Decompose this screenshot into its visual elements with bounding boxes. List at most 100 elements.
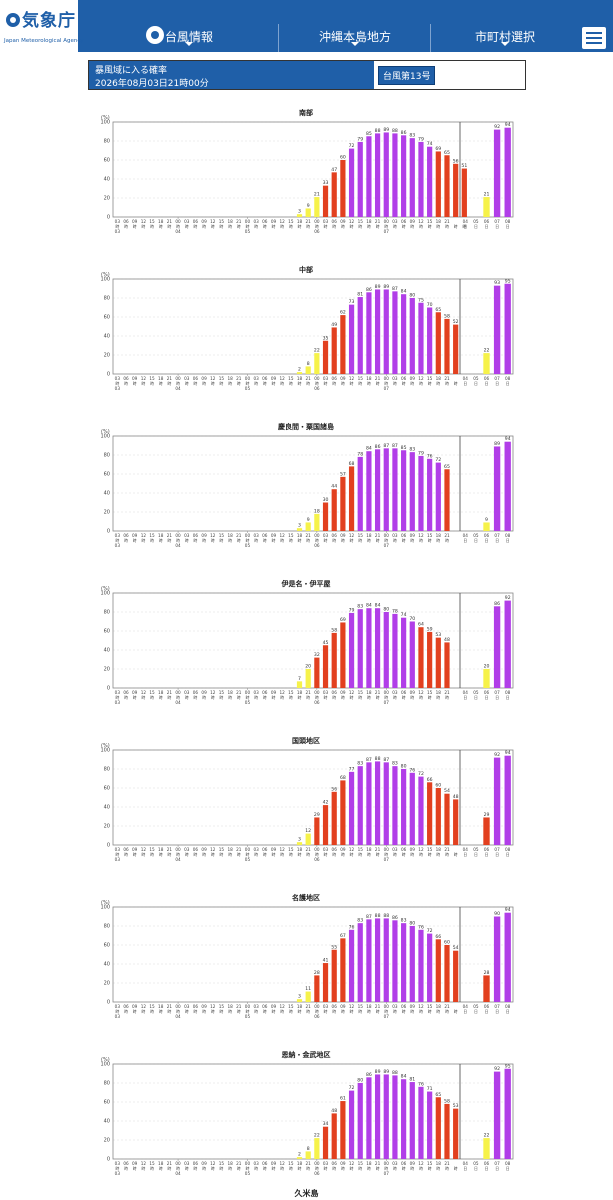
- x-tick-suffix: 時: [220, 224, 224, 229]
- aggregate-x-suffix: 日: [474, 538, 478, 543]
- x-tick-label: 06: [401, 1004, 407, 1009]
- chart-bar: [322, 185, 329, 217]
- chart-bar: [392, 920, 398, 1002]
- x-tick-suffix: 時: [237, 538, 241, 543]
- aggregate-x-label: 05: [473, 1161, 479, 1166]
- x-tick-suffix: 時: [410, 224, 414, 229]
- x-day-label: 04: [175, 857, 181, 862]
- chart-bar: [340, 476, 346, 531]
- y-tick-label: 100: [100, 591, 110, 597]
- bar-value-label: 58: [444, 1098, 450, 1104]
- bar-value-label: 79: [349, 607, 355, 613]
- x-tick-label: 09: [271, 533, 277, 538]
- chart-bar: [366, 292, 372, 374]
- x-tick-label: 15: [219, 1004, 225, 1009]
- x-tick-label: 12: [210, 533, 216, 538]
- x-tick-label: 15: [427, 1161, 433, 1166]
- jma-logo[interactable]: 気象庁 Japan Meteorological Agency: [0, 0, 84, 52]
- bar-value-label: 79: [418, 450, 424, 456]
- chevron-down-icon: [501, 42, 509, 46]
- bar-value-label: 75: [418, 297, 424, 303]
- bar-value-label: 8: [307, 1146, 310, 1152]
- x-tick-label: 09: [132, 533, 138, 538]
- bar-value-label: 83: [409, 447, 415, 453]
- chart-bar: [401, 294, 407, 374]
- x-tick-label: 06: [262, 690, 268, 695]
- aggregate-x-suffix: 日: [495, 381, 499, 386]
- x-tick-suffix: 時: [272, 1009, 276, 1014]
- x-tick-label: 21: [306, 1004, 312, 1009]
- x-tick-label: 03: [253, 1161, 259, 1166]
- x-tick-suffix: 時: [315, 381, 319, 386]
- x-tick-label: 21: [375, 1161, 381, 1166]
- bar-value-label: 80: [383, 607, 389, 613]
- aggregate-x-suffix: 日: [474, 1166, 478, 1171]
- x-tick-label: 15: [358, 690, 364, 695]
- chart-title: 恩納・金武地区: [282, 1050, 331, 1059]
- y-unit-label: (%): [101, 429, 110, 435]
- x-tick-suffix: 時: [358, 224, 362, 229]
- chart-bar: [435, 151, 441, 217]
- x-tick-suffix: 時: [150, 1166, 154, 1171]
- y-tick-label: 0: [107, 372, 110, 378]
- header-bar: 気象庁 Japan Meteorological Agency 台風情報 沖縄本…: [0, 0, 613, 52]
- x-tick-label: 15: [358, 533, 364, 538]
- x-tick-label: 03: [253, 1004, 259, 1009]
- x-tick-label: 15: [149, 219, 155, 224]
- aggregate-bar: [483, 353, 490, 374]
- x-day-label: 06: [314, 229, 320, 234]
- aggregate-x-suffix: 日: [506, 538, 510, 543]
- x-tick-label: 03: [323, 376, 329, 381]
- x-tick-suffix: 時: [150, 224, 154, 229]
- menu-typhoon-info[interactable]: 台風情報: [165, 0, 213, 52]
- plot-frame: [112, 592, 514, 689]
- chart-bar: [401, 1079, 407, 1159]
- bar-value-label: 76: [409, 767, 415, 773]
- bar-value-label: 3: [298, 209, 301, 215]
- menu-region[interactable]: 沖縄本島地方: [300, 0, 410, 52]
- x-tick-suffix: 時: [176, 381, 180, 386]
- bar-value-label: 29: [314, 812, 320, 818]
- aggregate-x-suffix: 日: [495, 538, 499, 543]
- x-day-label: 06: [314, 857, 320, 862]
- bar-value-label: 89: [383, 1069, 389, 1075]
- x-tick-label: 15: [288, 533, 294, 538]
- x-day-label: 04: [175, 229, 181, 234]
- hamburger-menu-icon[interactable]: [582, 27, 606, 49]
- bar-value-label: 28: [314, 970, 320, 976]
- x-tick-suffix: 時: [315, 852, 319, 857]
- x-tick-suffix: 時: [220, 538, 224, 543]
- x-tick-suffix: 時: [228, 538, 232, 543]
- x-tick-suffix: 時: [272, 538, 276, 543]
- x-tick-suffix: 時: [280, 1009, 284, 1014]
- chart-bar: [392, 1075, 398, 1159]
- aggregate-bar: [493, 129, 501, 217]
- x-tick-label: 09: [410, 1004, 416, 1009]
- x-tick-suffix: 時: [358, 538, 362, 543]
- x-tick-suffix: 時: [436, 224, 440, 229]
- x-tick-suffix: 時: [350, 224, 354, 229]
- y-tick-label: 100: [100, 1062, 110, 1068]
- x-tick-suffix: 時: [332, 224, 336, 229]
- x-tick-suffix: 時: [141, 1166, 145, 1171]
- chart-bar: [409, 298, 415, 374]
- x-tick-suffix: 時: [298, 852, 302, 857]
- chart-bar: [383, 289, 389, 374]
- x-tick-suffix: 時: [115, 695, 119, 700]
- x-tick-suffix: 時: [167, 538, 171, 543]
- x-tick-suffix: 時: [176, 695, 180, 700]
- chart-bar: [322, 1126, 329, 1159]
- x-tick-suffix: 時: [202, 381, 206, 386]
- y-tick-label: 0: [107, 1000, 110, 1006]
- typhoon-badge[interactable]: 台風第13号: [378, 66, 436, 85]
- menu-municipality[interactable]: 市町村選択: [460, 0, 550, 52]
- x-tick-label: 18: [158, 690, 164, 695]
- x-tick-suffix: 時: [428, 538, 432, 543]
- bar-value-label: 72: [435, 457, 441, 463]
- chart-bar: [322, 645, 329, 688]
- x-tick-suffix: 時: [194, 1166, 198, 1171]
- y-tick-label: 20: [104, 510, 110, 516]
- x-tick-label: 03: [115, 847, 121, 852]
- x-tick-label: 06: [332, 847, 338, 852]
- bar-value-label: 83: [392, 761, 398, 767]
